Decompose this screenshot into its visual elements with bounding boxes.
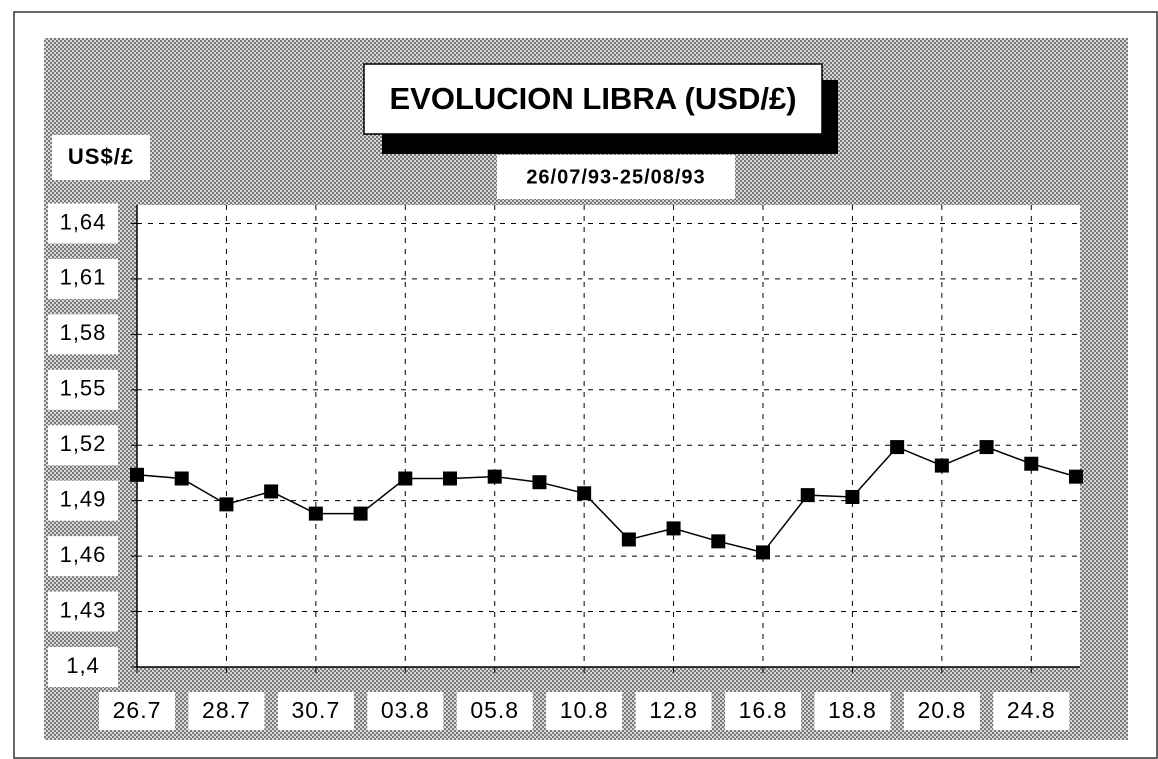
data-point bbox=[756, 545, 770, 560]
y-tick-label: 1,61 bbox=[60, 265, 107, 290]
y-label-box bbox=[52, 135, 150, 180]
data-point bbox=[219, 497, 234, 512]
x-tick-label: 10.8 bbox=[560, 697, 609, 723]
x-tick-label: 12.8 bbox=[649, 697, 698, 723]
y-tick-label-box bbox=[48, 258, 118, 299]
data-point bbox=[443, 471, 457, 486]
x-tick-label: 24.8 bbox=[1007, 697, 1056, 723]
y-tick-label-box bbox=[48, 591, 118, 632]
y-tick-label-box bbox=[48, 203, 118, 244]
data-point bbox=[979, 440, 994, 455]
data-point bbox=[398, 471, 413, 486]
data-point bbox=[353, 506, 368, 521]
y-tick-label: 1,58 bbox=[60, 320, 107, 345]
x-tick-label-box bbox=[993, 692, 1070, 730]
x-tick-label: 16.8 bbox=[739, 697, 788, 723]
plot-area bbox=[137, 205, 1080, 667]
y-tick-label: 1,4 bbox=[66, 653, 100, 678]
x-tick-label-box bbox=[725, 692, 801, 730]
data-point bbox=[174, 471, 189, 486]
x-tick-label-box bbox=[635, 692, 712, 730]
y-tick-label: 1,52 bbox=[60, 431, 107, 456]
data-point bbox=[577, 486, 592, 501]
y-tick-label-box bbox=[48, 647, 118, 687]
y-axis-label: US$/£ bbox=[68, 144, 134, 169]
y-tick-label-box bbox=[48, 480, 118, 521]
data-point bbox=[934, 458, 949, 473]
line-series bbox=[136, 446, 1077, 554]
y-tick-label: 1,55 bbox=[60, 376, 107, 401]
subtitle-box bbox=[497, 155, 735, 199]
data-point bbox=[532, 475, 547, 490]
title-box bbox=[363, 63, 823, 135]
y-tick-label: 1,43 bbox=[60, 597, 107, 622]
x-tick-label-box bbox=[99, 692, 175, 730]
data-point bbox=[308, 506, 323, 521]
x-tick-label: 20.8 bbox=[917, 697, 966, 723]
x-tick-label: 18.8 bbox=[828, 697, 877, 723]
x-tick-label: 26.7 bbox=[113, 697, 162, 723]
data-point bbox=[800, 488, 815, 503]
x-tick-label: 30.7 bbox=[291, 697, 340, 723]
data-point bbox=[711, 534, 726, 549]
x-tick-label: 05.8 bbox=[470, 697, 519, 723]
chart-title: EVOLUCION LIBRA (USD/£) bbox=[389, 81, 796, 116]
x-tick-label-box bbox=[814, 692, 891, 730]
x-tick-label-box bbox=[188, 692, 265, 730]
data-point bbox=[845, 489, 860, 504]
x-tick-label-box bbox=[546, 692, 623, 730]
x-tick-label-box bbox=[456, 692, 533, 730]
data-point bbox=[264, 484, 279, 499]
x-tick-label-box bbox=[903, 692, 980, 730]
y-tick-label-box bbox=[48, 314, 118, 355]
y-tick-label: 1,64 bbox=[60, 209, 107, 234]
x-tick-label-box bbox=[277, 692, 354, 730]
x-tick-label: 03.8 bbox=[381, 697, 430, 723]
chart-subtitle: 26/07/93-25/08/93 bbox=[526, 166, 705, 188]
y-tick-label-box bbox=[48, 536, 118, 577]
y-tick-label: 1,46 bbox=[60, 542, 107, 567]
data-point bbox=[890, 440, 905, 455]
data-point bbox=[1024, 456, 1039, 471]
data-point bbox=[130, 467, 144, 482]
data-point bbox=[487, 469, 502, 484]
y-tick-label-box bbox=[48, 369, 118, 410]
y-tick-label-box bbox=[48, 425, 118, 466]
x-tick-label-box bbox=[367, 692, 444, 730]
data-point bbox=[1069, 469, 1083, 484]
data-point bbox=[666, 521, 681, 536]
x-tick-label: 28.7 bbox=[202, 697, 251, 723]
y-tick-label: 1,49 bbox=[60, 486, 107, 511]
data-point bbox=[621, 532, 636, 547]
